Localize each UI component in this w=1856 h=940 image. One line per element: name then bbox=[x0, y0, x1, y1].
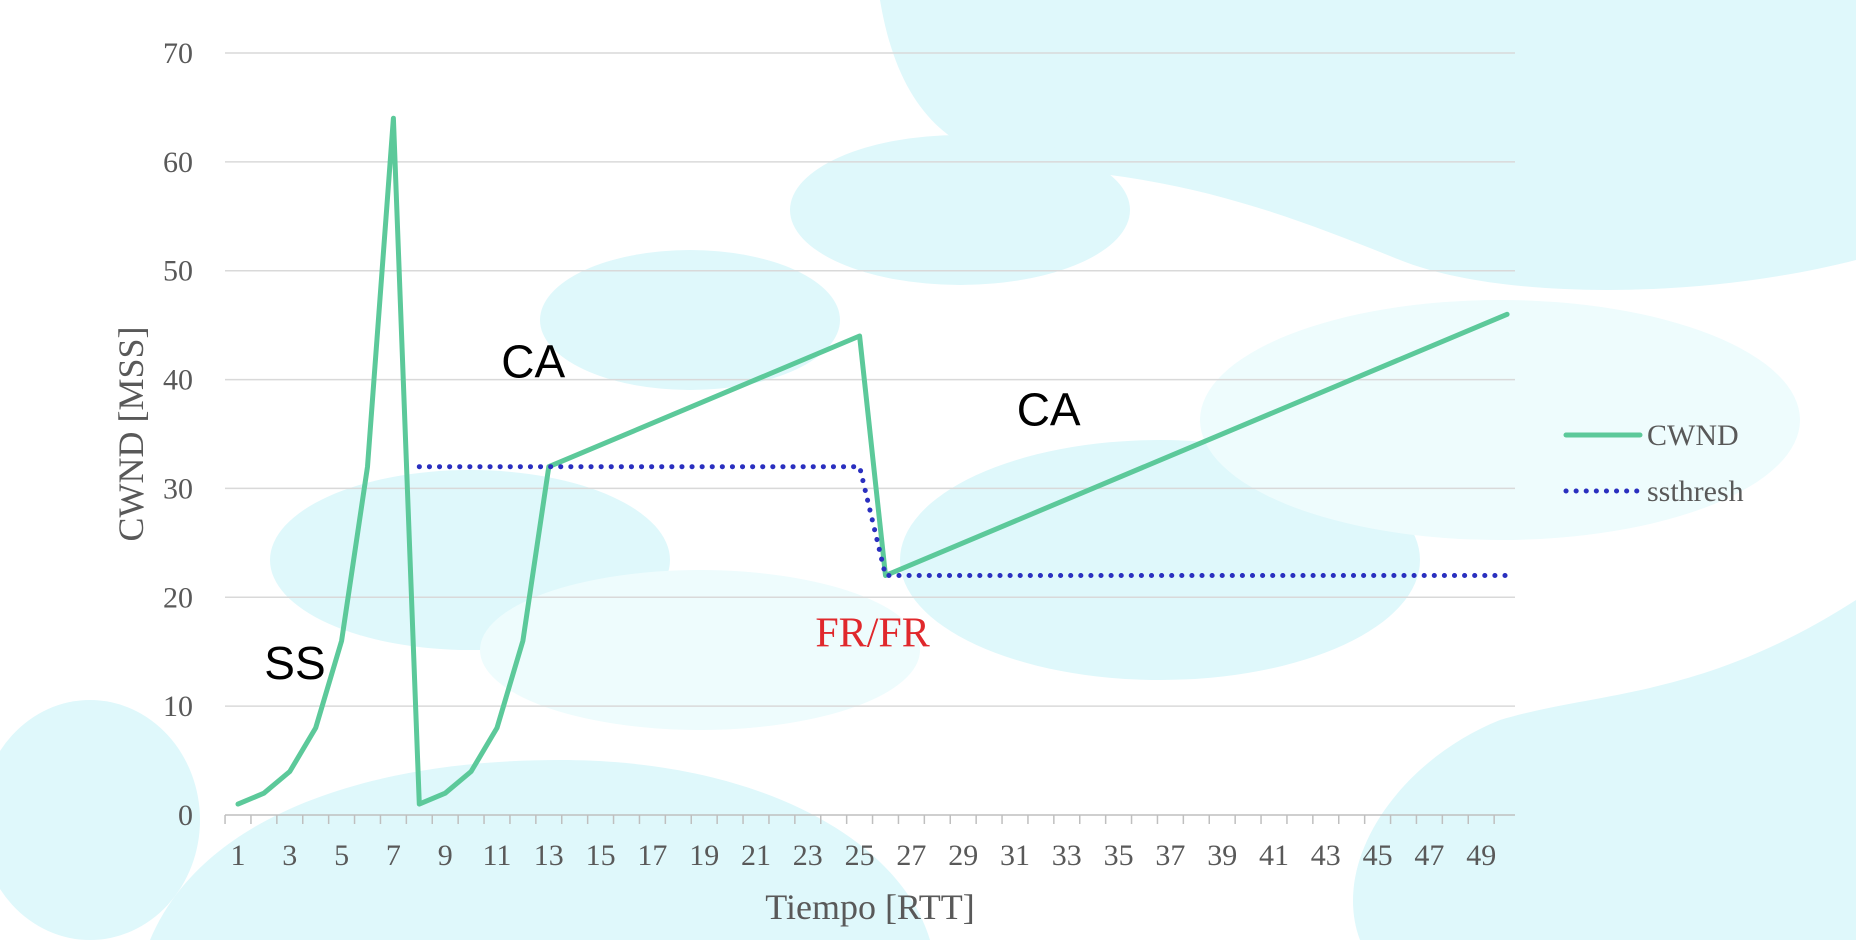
x-tick-label-19: 19 bbox=[689, 839, 719, 872]
annotation-ca2: CA bbox=[1017, 383, 1081, 435]
y-tick-label-70: 70 bbox=[163, 37, 193, 70]
series-lines bbox=[235, 115, 1510, 807]
y-tick-label-40: 40 bbox=[163, 364, 193, 397]
x-tick-label-29: 29 bbox=[948, 839, 978, 872]
x-tick-label-47: 47 bbox=[1414, 839, 1444, 872]
x-tick-label-13: 13 bbox=[534, 839, 564, 872]
y-tick-label-50: 50 bbox=[163, 255, 193, 288]
y-axis-title: CWND [MSS] bbox=[111, 326, 151, 541]
legend: CWND ssthresh bbox=[1563, 419, 1744, 508]
y-axis: 0 10 20 30 40 50 60 70 bbox=[163, 37, 193, 832]
y-tick-label-0: 0 bbox=[178, 799, 193, 832]
x-tick-label-41: 41 bbox=[1259, 839, 1289, 872]
x-tick-label-17: 17 bbox=[637, 839, 667, 872]
y-tick-label-20: 20 bbox=[163, 581, 193, 614]
x-tick-label-43: 43 bbox=[1311, 839, 1341, 872]
annotation-ss: SS bbox=[264, 637, 325, 689]
x-tick-label-5: 5 bbox=[334, 839, 349, 872]
annotation-ca1: CA bbox=[501, 335, 565, 387]
x-axis-title: Tiempo [RTT] bbox=[765, 887, 975, 927]
x-axis: 1 3 5 7 9 11 13 15 17 19 21 23 25 27 29 31 33 35 37 39 41 43 4… bbox=[224, 814, 1515, 872]
y-tick-label-60: 60 bbox=[163, 146, 193, 179]
x-tick-label-11: 11 bbox=[483, 839, 512, 872]
x-tick-label-39: 39 bbox=[1207, 839, 1237, 872]
legend-label-ssthresh: ssthresh bbox=[1647, 475, 1744, 508]
x-tick-label-15: 15 bbox=[586, 839, 616, 872]
x-tick-label-49: 49 bbox=[1466, 839, 1496, 872]
x-tick-label-3: 3 bbox=[282, 839, 297, 872]
y-tick-label-10: 10 bbox=[163, 690, 193, 723]
x-tick-label-45: 45 bbox=[1363, 839, 1393, 872]
x-tick-label-37: 37 bbox=[1155, 839, 1185, 872]
legend-label-cwnd: CWND bbox=[1647, 419, 1739, 452]
annotation-frfr: FR/FR bbox=[815, 610, 929, 656]
gridlines bbox=[225, 52, 1515, 707]
x-tick-label-21: 21 bbox=[741, 839, 771, 872]
x-tick-label-25: 25 bbox=[845, 839, 875, 872]
x-tick-label-31: 31 bbox=[1000, 839, 1030, 872]
y-tick-label-30: 30 bbox=[163, 472, 193, 505]
x-tick-label-23: 23 bbox=[793, 839, 823, 872]
x-tick-label-7: 7 bbox=[386, 839, 401, 872]
x-tick-label-1: 1 bbox=[231, 839, 246, 872]
annotations: SS CA CA FR/FR bbox=[264, 335, 1081, 689]
x-tick-label-33: 33 bbox=[1052, 839, 1082, 872]
x-tick-label-9: 9 bbox=[438, 839, 453, 872]
x-tick-label-35: 35 bbox=[1104, 839, 1134, 872]
x-tick-label-27: 27 bbox=[896, 839, 926, 872]
series-line-cwnd bbox=[235, 115, 1510, 807]
series-line-ssthresh bbox=[416, 464, 1510, 578]
